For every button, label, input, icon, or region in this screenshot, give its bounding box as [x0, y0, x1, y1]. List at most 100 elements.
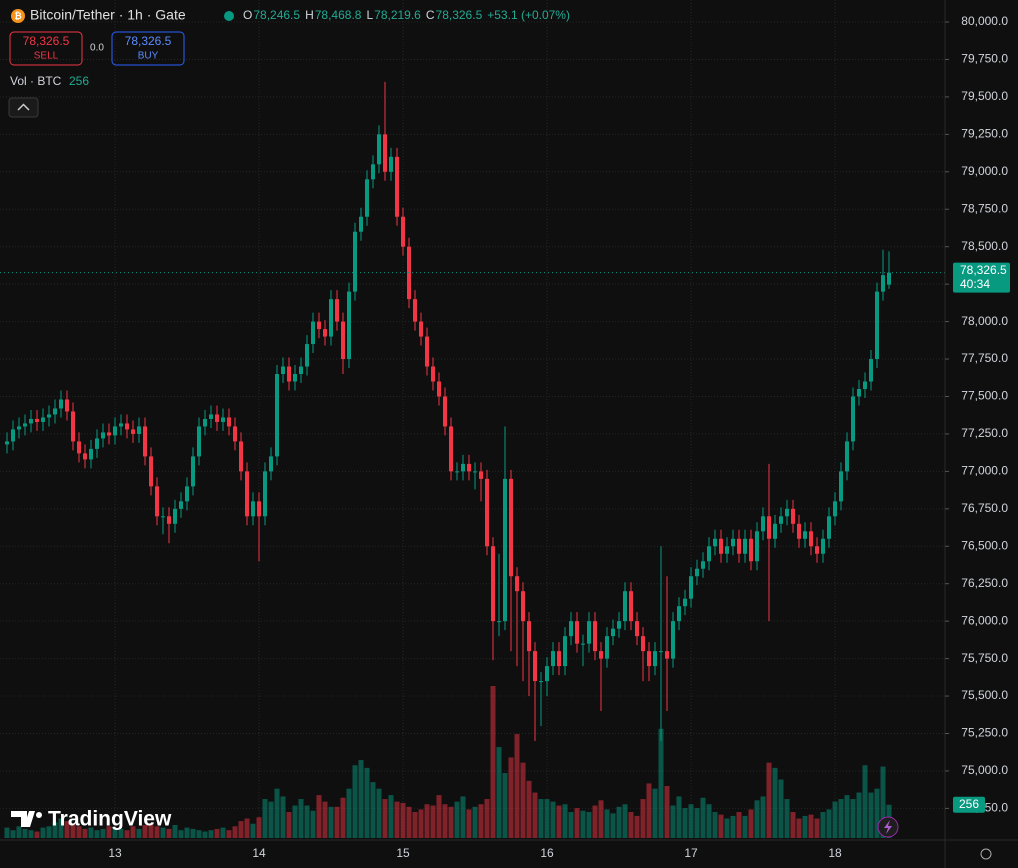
- candle-body: [827, 516, 831, 539]
- volume-bar: [742, 815, 748, 838]
- volume-bar: [472, 806, 478, 838]
- volume-bar: [172, 825, 178, 838]
- y-tick-label: 77,000.0: [961, 464, 1008, 478]
- candle-body: [119, 423, 123, 427]
- ohlc-value: 78,219.6: [374, 8, 421, 22]
- volume-bar: [790, 812, 796, 838]
- candle-body: [515, 576, 519, 592]
- collapse-icon[interactable]: [17, 103, 30, 111]
- buy-price[interactable]: 78,326.5: [125, 34, 172, 48]
- volume-bar: [106, 826, 112, 838]
- candle-body: [401, 216, 405, 247]
- volume-bar: [466, 809, 472, 838]
- axes: 74,750.075,000.075,250.075,500.075,750.0…: [108, 14, 1010, 860]
- volume-bar: [142, 825, 148, 838]
- volume-bar: [772, 767, 778, 838]
- volume-bar: [484, 799, 490, 838]
- candle-body: [443, 396, 447, 427]
- volume-bar: [46, 826, 52, 838]
- spread: 0.0: [90, 43, 104, 54]
- candle-body: [383, 134, 387, 172]
- candle-body: [353, 231, 357, 292]
- candle-body: [329, 299, 333, 337]
- volume-bar: [616, 806, 622, 838]
- logo-icon: [11, 811, 35, 827]
- volume-bar: [538, 799, 544, 838]
- candle-body: [293, 374, 297, 382]
- candle-body: [551, 651, 555, 667]
- candle-body: [287, 366, 291, 382]
- candle-body: [683, 598, 687, 607]
- candle-body: [563, 636, 567, 667]
- volume-bar: [760, 796, 766, 838]
- volume-bar: [214, 828, 220, 838]
- sell-button[interactable]: [9, 31, 83, 66]
- volume-bar: [550, 801, 556, 838]
- candle-body: [785, 508, 789, 517]
- volume-bar: [10, 830, 16, 838]
- candle-body: [377, 134, 381, 165]
- candle-body: [617, 621, 621, 629]
- lightning-icon[interactable]: [884, 820, 892, 834]
- volume-bar: [574, 808, 580, 838]
- volume-bar: [82, 828, 88, 838]
- buy-label[interactable]: BUY: [138, 51, 159, 62]
- volume-bar: [52, 822, 58, 838]
- candle-body: [323, 329, 327, 337]
- candle-body: [701, 561, 705, 569]
- candle-body: [497, 621, 501, 623]
- volume-bar: [664, 786, 670, 838]
- volume-bar: [718, 814, 724, 838]
- candle-body: [71, 411, 75, 442]
- candle-body: [47, 414, 51, 418]
- candle-body: [107, 432, 111, 436]
- volume-bar: [814, 818, 820, 838]
- candle-body: [653, 651, 657, 667]
- volume-bar: [400, 802, 406, 838]
- volume-bar: [556, 805, 562, 838]
- candle-body: [635, 621, 639, 637]
- volume-bar: [778, 779, 784, 838]
- sell-price[interactable]: 78,326.5: [23, 34, 70, 48]
- candle-body: [59, 399, 63, 409]
- candle-body: [797, 523, 801, 539]
- candle-body: [833, 501, 837, 517]
- candle-body: [395, 156, 399, 217]
- y-tick-label: 75,250.0: [961, 726, 1008, 740]
- volume-bar: [316, 795, 322, 838]
- candle-body: [209, 414, 213, 419]
- candle-body: [419, 321, 423, 337]
- volume-bar: [262, 799, 268, 838]
- candle-body: [839, 471, 843, 502]
- candle-body: [773, 523, 777, 539]
- volume-bar: [496, 747, 502, 838]
- candle-body: [599, 651, 603, 659]
- candle-body: [623, 591, 627, 622]
- collapse-button[interactable]: [8, 97, 39, 118]
- candle-body: [65, 399, 69, 412]
- volume-bar: [580, 810, 586, 838]
- volume-bar: [406, 806, 412, 838]
- candle-body: [857, 388, 861, 397]
- volume-bar: [340, 797, 346, 838]
- candle-body: [269, 456, 273, 472]
- volume-bar: [646, 783, 652, 838]
- candle-body: [53, 408, 57, 415]
- candle-body: [611, 628, 615, 637]
- volume-bar: [562, 804, 568, 838]
- candle-body: [431, 366, 435, 382]
- settings-icon[interactable]: [980, 848, 992, 860]
- volume-bar: [70, 823, 76, 838]
- candle-body: [17, 426, 21, 430]
- candle-body: [371, 164, 375, 180]
- candle-body: [845, 441, 849, 472]
- candle-body: [647, 651, 651, 667]
- sell-label[interactable]: SELL: [34, 51, 59, 62]
- candle-body: [875, 291, 879, 360]
- buy-button[interactable]: [111, 31, 185, 66]
- volume-bar: [520, 762, 526, 838]
- volume-bar: [544, 799, 550, 838]
- y-tick-label: 76,000.0: [961, 613, 1008, 627]
